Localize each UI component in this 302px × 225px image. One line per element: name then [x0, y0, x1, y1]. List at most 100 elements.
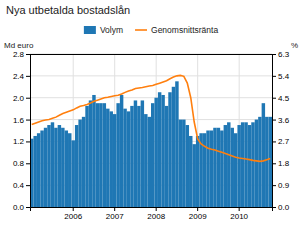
- bar: [182, 120, 185, 207]
- bar: [262, 103, 265, 207]
- tick: 1.2: [13, 137, 30, 146]
- bar: [58, 125, 61, 207]
- bar: [106, 109, 109, 207]
- bar: [213, 128, 216, 207]
- bar: [54, 128, 57, 207]
- tick-mark: [26, 163, 30, 164]
- tick: 3.6: [272, 116, 290, 125]
- y-axis: 0.0 0.4 0.8 1.2 1.6 2.0 2.4 2.8: [13, 50, 31, 212]
- bar: [85, 106, 88, 207]
- bar: [220, 131, 223, 208]
- plot-area: 0.00.40.81.21.62.02.42.80.00.91.82.73.64…: [13, 50, 290, 221]
- bar: [99, 103, 102, 207]
- bar: [210, 131, 213, 208]
- tick-label: 2.0: [13, 94, 25, 103]
- tick: 2.7: [272, 137, 290, 146]
- bar: [44, 128, 47, 207]
- bar: [110, 111, 113, 207]
- tick-label: 0.4: [13, 181, 25, 190]
- bar: [172, 87, 175, 207]
- title: Nya utbetalda bostadslån: [6, 4, 130, 16]
- tick-label: 3.6: [278, 116, 290, 125]
- bar: [248, 125, 251, 207]
- y-axis-label: Md euro: [4, 41, 34, 50]
- bar: [120, 95, 123, 207]
- tick-label: 0.8: [13, 159, 25, 168]
- legend-item: Volym: [84, 25, 123, 35]
- bar: [71, 140, 74, 207]
- tick-mark: [272, 141, 276, 142]
- bar: [130, 106, 133, 207]
- tick-label: 2006: [64, 212, 82, 221]
- legend: Volym Genomsnittsränta: [84, 25, 219, 35]
- bar: [127, 111, 130, 207]
- tick-mark: [197, 207, 198, 211]
- bar: [269, 117, 272, 207]
- tick-label: 6.3: [278, 50, 290, 59]
- bar: [255, 120, 258, 207]
- tick: 4.5: [272, 94, 290, 103]
- tick: 2009: [189, 207, 207, 221]
- bar: [165, 106, 168, 207]
- tick: 6.3: [272, 50, 290, 59]
- tick-mark: [73, 207, 74, 211]
- bar: [237, 125, 240, 207]
- bar: [151, 103, 154, 207]
- bar: [217, 128, 220, 207]
- bar: [196, 136, 199, 207]
- bar: [137, 106, 140, 207]
- chart: 0.00.40.81.21.62.02.42.80.00.91.82.73.64…: [0, 0, 302, 225]
- tick-label: 0.0: [13, 203, 25, 212]
- tick: 2007: [106, 207, 124, 221]
- tick-mark: [26, 207, 30, 208]
- bar: [231, 128, 234, 207]
- tick-label: 0.0: [278, 203, 290, 212]
- tick: 1.6: [13, 116, 30, 125]
- grid: [30, 54, 272, 207]
- bar: [203, 133, 206, 207]
- bar: [186, 125, 189, 207]
- tick-mark: [272, 98, 276, 99]
- tick-mark: [156, 207, 157, 211]
- tick: 0.4: [13, 181, 30, 190]
- bar: [251, 122, 254, 207]
- tick-mark: [272, 54, 276, 55]
- tick-label: 0.9: [278, 181, 290, 190]
- bar: [65, 131, 68, 208]
- bar: [113, 114, 116, 207]
- bar: [206, 131, 209, 208]
- y2-axis: 0.00.91.82.73.64.55.46.3: [272, 50, 290, 212]
- tick-mark: [26, 120, 30, 121]
- tick-mark: [26, 98, 30, 99]
- axis-line: [26, 55, 31, 208]
- tick-label: 2007: [106, 212, 124, 221]
- bar: [241, 122, 244, 207]
- bar: [37, 133, 40, 207]
- tick-label: 5.4: [278, 72, 290, 81]
- tick-label: 2.8: [13, 50, 25, 59]
- bar: [168, 92, 171, 207]
- tick: 2006: [64, 207, 82, 221]
- bar: [51, 122, 54, 207]
- tick-label: 2.7: [278, 137, 290, 146]
- bar: [89, 100, 92, 207]
- tick-mark: [114, 207, 115, 211]
- tick-label: 2.4: [13, 72, 25, 81]
- bar: [92, 95, 95, 207]
- tick-mark: [26, 54, 30, 55]
- tick-mark: [239, 207, 240, 211]
- tick-mark: [26, 185, 30, 186]
- bar: [189, 136, 192, 207]
- grid-line-y: [30, 75, 272, 76]
- x-axis: 20062007200820092010: [31, 207, 273, 221]
- tick-label: 2009: [189, 212, 207, 221]
- y2-axis-label: %: [291, 41, 298, 50]
- tick-label: 4.5: [278, 94, 290, 103]
- bar: [158, 92, 161, 207]
- bar: [103, 103, 106, 207]
- marks: [30, 75, 272, 207]
- legend-item: Genomsnittsränta: [135, 25, 218, 35]
- tick-label: 1.6: [13, 116, 25, 125]
- bar: [244, 122, 247, 207]
- tick-mark: [272, 76, 276, 77]
